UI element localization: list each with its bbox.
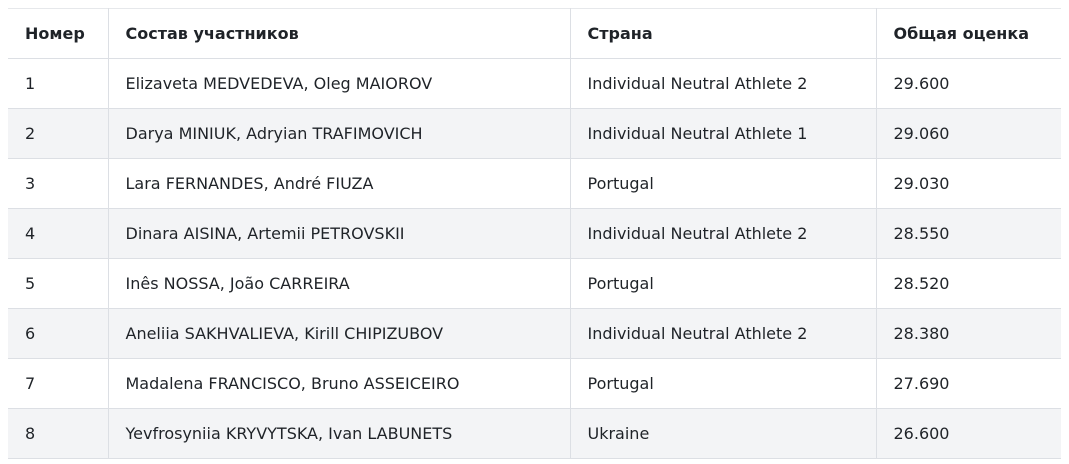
table-cell: Yevfrosyniia KRYVYTSKA, Ivan LABUNETS	[107, 408, 571, 459]
table-row: 7 Madalena FRANCISCO, Bruno ASSEICEIRO Por…	[8, 358, 1061, 409]
table-row: 1 Elizaveta MEDVEDEVA, Oleg MAIOROV Indivi…	[8, 58, 1061, 109]
table-body: 1 Elizaveta MEDVEDEVA, Oleg MAIOROV Indivi…	[8, 58, 1061, 459]
table-row: 3 Lara FERNANDES, André FIUZA Portugal 29.0…	[8, 158, 1061, 209]
table-cell: Individual Neutral Athlete 2	[569, 58, 877, 109]
table-cell: Portugal	[569, 258, 877, 309]
table-cell: 8	[8, 408, 109, 459]
table-cell: Dinara AISINA, Artemii PETROVSKII	[107, 208, 571, 259]
table-cell: Individual Neutral Athlete 2	[569, 208, 877, 259]
table-cell: 29.600	[875, 58, 1061, 109]
table-row: 5 Inês NOSSA, João CARREIRA Portugal 28.520	[8, 258, 1061, 309]
header-cell: Общая оценка	[875, 8, 1061, 59]
table-cell: Elizaveta MEDVEDEVA, Oleg MAIOROV	[107, 58, 571, 109]
table-cell: 29.030	[875, 158, 1061, 209]
table-cell: Lara FERNANDES, André FIUZA	[107, 158, 571, 209]
table-row: 2 Darya MINIUK, Adryian TRAFIMOVICH Indivi…	[8, 108, 1061, 159]
table-cell: 2	[8, 108, 109, 159]
header-row: Номер Состав участников Страна Общая оценка	[8, 8, 1061, 59]
table-cell: 27.690	[875, 358, 1061, 409]
table-cell: 7	[8, 358, 109, 409]
table-cell: Individual Neutral Athlete 2	[569, 308, 877, 359]
table-cell: Portugal	[569, 358, 877, 409]
header-cell: Страна	[569, 8, 877, 59]
table-cell: Individual Neutral Athlete 1	[569, 108, 877, 159]
table-cell: 6	[8, 308, 109, 359]
table-cell: 3	[8, 158, 109, 209]
table-cell: 28.550	[875, 208, 1061, 259]
table-cell: 28.520	[875, 258, 1061, 309]
table-row: 4 Dinara AISINA, Artemii PETROVSKII Indivi…	[8, 208, 1061, 259]
header-cell: Состав участников	[107, 8, 571, 59]
table-cell: Madalena FRANCISCO, Bruno ASSEICEIRO	[107, 358, 571, 409]
table-cell: Inês NOSSA, João CARREIRA	[107, 258, 571, 309]
table-cell: Portugal	[569, 158, 877, 209]
table-cell: Ukraine	[569, 408, 877, 459]
table-cell: 5	[8, 258, 109, 309]
table-row: 8 Yevfrosyniia KRYVYTSKA, Ivan LABUNETS Uk…	[8, 408, 1061, 459]
table-cell: 28.380	[875, 308, 1061, 359]
results-table: Номер Состав участников Страна Общая оценка…	[8, 8, 1061, 459]
table-cell: Aneliia SAKHVALIEVA, Kirill CHIPIZUBOV	[107, 308, 571, 359]
table-cell: 1	[8, 58, 109, 109]
table-cell: 4	[8, 208, 109, 259]
table-cell: 29.060	[875, 108, 1061, 159]
table-cell: 26.600	[875, 408, 1061, 459]
header-cell: Номер	[8, 8, 109, 59]
table-cell: Darya MINIUK, Adryian TRAFIMOVICH	[107, 108, 571, 159]
table-row: 6 Aneliia SAKHVALIEVA, Kirill CHIPIZUBOV I…	[8, 308, 1061, 359]
